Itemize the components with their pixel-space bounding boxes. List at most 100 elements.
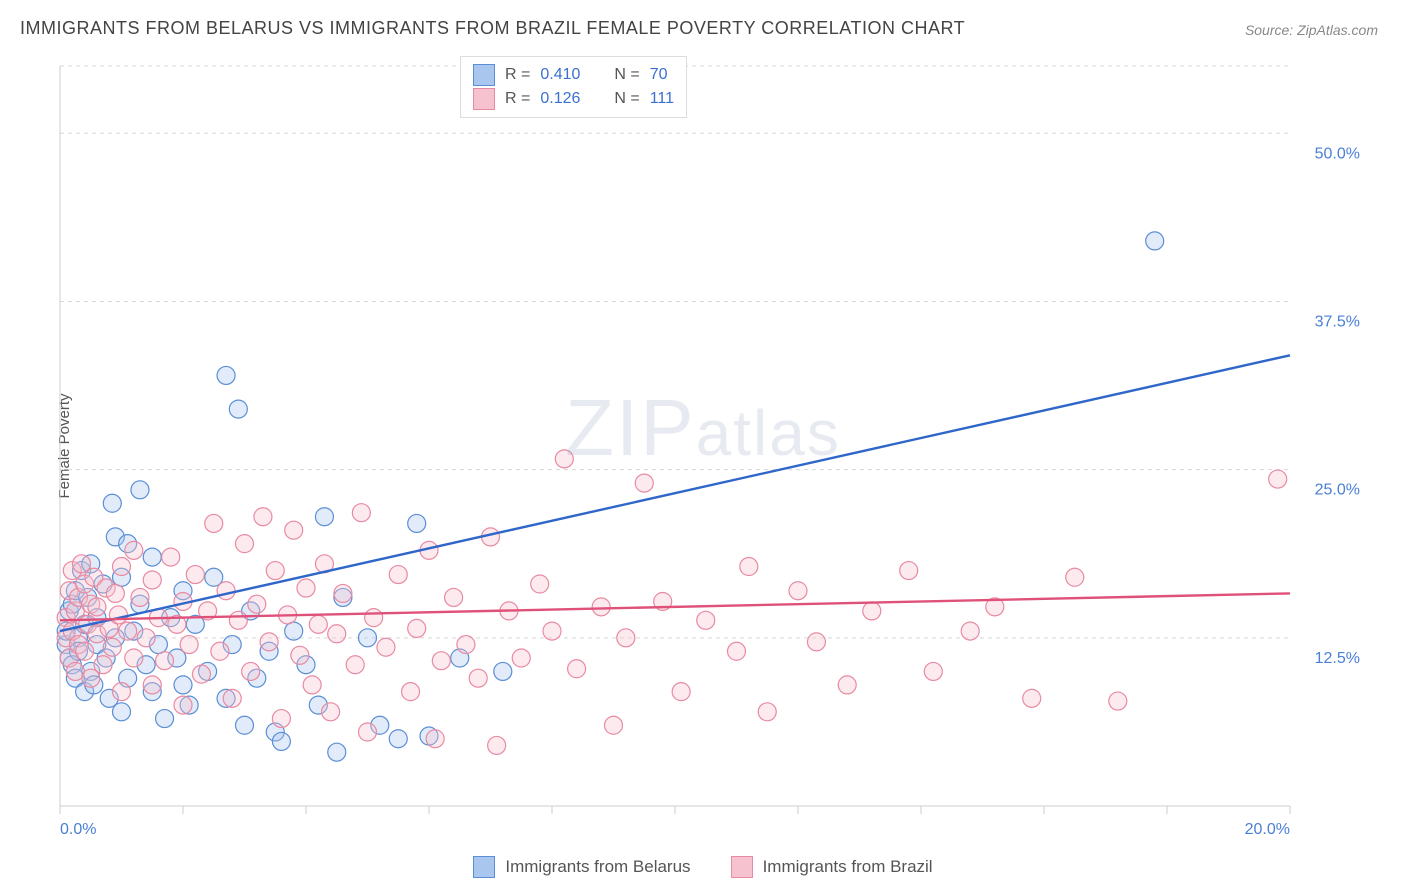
scatter-point [254,508,272,526]
scatter-point [359,629,377,647]
scatter-point [156,710,174,728]
scatter-point [272,710,290,728]
scatter-point [229,611,247,629]
scatter-point [328,625,346,643]
scatter-point [103,638,121,656]
scatter-point [242,662,260,680]
scatter-point [125,649,143,667]
trend-line [60,355,1290,631]
scatter-point [697,611,715,629]
legend-n-value: 111 [650,87,674,111]
scatter-point [315,508,333,526]
x-tick-label-start: 0.0% [60,821,96,838]
scatter-point [488,736,506,754]
scatter-point [863,602,881,620]
scatter-point [119,622,137,640]
scatter-point [223,689,241,707]
scatter-point [555,450,573,468]
scatter-point [1109,692,1127,710]
scatter-point [113,703,131,721]
scatter-point [236,716,254,734]
scatter-point [211,642,229,660]
scatter-point [531,575,549,593]
scatter-point [346,656,364,674]
chart-title: IMMIGRANTS FROM BELARUS VS IMMIGRANTS FR… [20,18,965,39]
y-tick-label: 25.0% [1315,482,1360,499]
scatter-point [635,474,653,492]
scatter-point [205,514,223,532]
legend-r-label: R = [505,63,530,87]
scatter-point [106,584,124,602]
scatter-point [445,588,463,606]
scatter-point [494,662,512,680]
scatter-point [285,521,303,539]
legend-r-label: R = [505,87,530,111]
scatter-point [309,615,327,633]
scatter-point [352,504,370,522]
legend-swatch [473,88,495,110]
scatter-point [961,622,979,640]
scatter-point [291,646,309,664]
scatter-point [900,562,918,580]
scatter-point [266,562,284,580]
scatter-point [924,662,942,680]
scatter-point [186,566,204,584]
scatter-point [402,683,420,701]
legend-stat-row: R = 0.410 N = 70 [473,63,674,87]
legend-stat-row: R = 0.126 N = 111 [473,87,674,111]
scatter-point [131,481,149,499]
legend-swatch [473,64,495,86]
scatter-point [143,548,161,566]
scatter-point [543,622,561,640]
legend-n-value: 70 [650,63,668,87]
scatter-point [408,619,426,637]
scatter-point [672,683,690,701]
scatter-point [617,629,635,647]
legend-series-item: Immigrants from Brazil [731,856,933,878]
legend-series-label: Immigrants from Belarus [505,857,690,877]
scatter-point [512,649,530,667]
scatter-point [389,566,407,584]
scatter-point [113,558,131,576]
scatter-point [469,669,487,687]
scatter-point [605,716,623,734]
legend-r-value: 0.126 [540,87,594,111]
scatter-point [377,638,395,656]
scatter-point [217,582,235,600]
scatter-point [229,400,247,418]
scatter-point [365,609,383,627]
legend-swatch [473,856,495,878]
scatter-point [758,703,776,721]
scatter-point [322,703,340,721]
y-tick-label: 37.5% [1315,313,1360,330]
scatter-point [162,548,180,566]
scatter-point [103,494,121,512]
scatter-point [568,660,586,678]
scatter-point [1023,689,1041,707]
scatter-svg: 12.5%25.0%37.5%50.0%0.0%20.0% [50,56,1370,846]
scatter-point [389,730,407,748]
scatter-point [248,595,266,613]
x-tick-label-end: 20.0% [1245,821,1290,838]
scatter-point [285,622,303,640]
scatter-point [143,676,161,694]
scatter-point [328,743,346,761]
source-label: Source: ZipAtlas.com [1245,22,1378,38]
scatter-point [137,629,155,647]
scatter-point [1146,232,1164,250]
legend-n-label: N = [614,87,639,111]
scatter-point [359,723,377,741]
scatter-point [272,732,290,750]
scatter-point [297,579,315,597]
scatter-point [457,636,475,654]
legend-r-value: 0.410 [540,63,594,87]
scatter-point [789,582,807,600]
legend-statistics: R = 0.410 N = 70 R = 0.126 N = 111 [460,56,687,118]
scatter-point [408,514,426,532]
legend-n-label: N = [614,63,639,87]
scatter-point [113,683,131,701]
scatter-point [236,535,254,553]
scatter-point [334,584,352,602]
plot-area: 12.5%25.0%37.5%50.0%0.0%20.0% [50,56,1370,846]
scatter-point [1269,470,1287,488]
